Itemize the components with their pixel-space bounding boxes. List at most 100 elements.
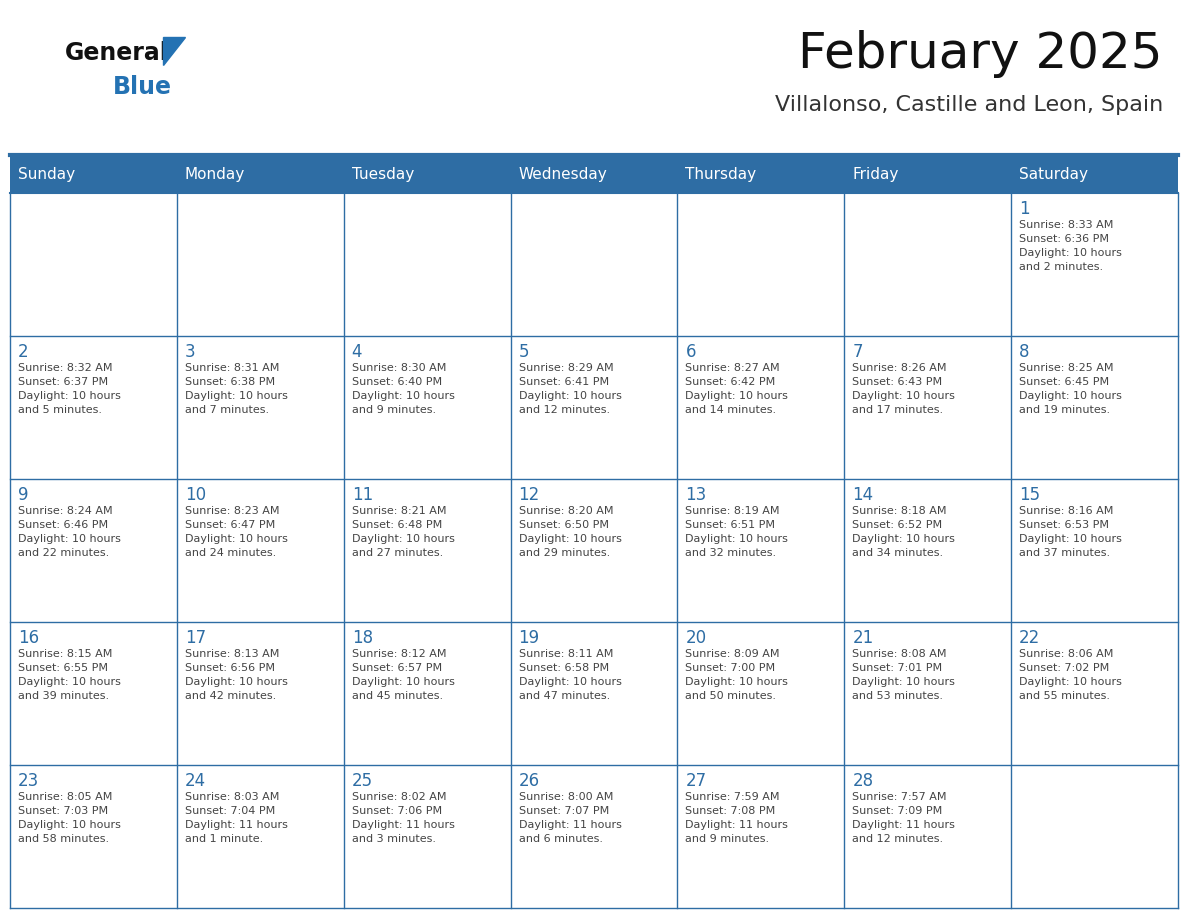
Text: Sunset: 6:42 PM: Sunset: 6:42 PM	[685, 377, 776, 387]
Text: 17: 17	[185, 629, 206, 647]
Text: and 6 minutes.: and 6 minutes.	[519, 834, 602, 844]
Text: Daylight: 10 hours: Daylight: 10 hours	[185, 391, 287, 401]
Text: Daylight: 11 hours: Daylight: 11 hours	[852, 820, 955, 830]
Bar	[10, 155, 1178, 193]
Text: Daylight: 10 hours: Daylight: 10 hours	[352, 677, 455, 687]
Text: Daylight: 11 hours: Daylight: 11 hours	[352, 820, 455, 830]
Text: and 24 minutes.: and 24 minutes.	[185, 548, 276, 558]
Text: 14: 14	[852, 486, 873, 504]
Text: Sunset: 6:47 PM: Sunset: 6:47 PM	[185, 520, 276, 530]
Text: Villalonso, Castille and Leon, Spain: Villalonso, Castille and Leon, Spain	[775, 95, 1163, 115]
Bar	[177, 193, 343, 336]
Text: 28: 28	[852, 772, 873, 790]
Text: and 22 minutes.: and 22 minutes.	[18, 548, 109, 558]
Polygon shape	[163, 37, 185, 65]
Text: Daylight: 10 hours: Daylight: 10 hours	[519, 677, 621, 687]
Text: and 12 minutes.: and 12 minutes.	[852, 834, 943, 844]
Text: and 3 minutes.: and 3 minutes.	[352, 834, 436, 844]
Bar	[511, 193, 677, 336]
Text: Sunset: 7:02 PM: Sunset: 7:02 PM	[1019, 663, 1110, 673]
Bar	[10, 622, 177, 765]
Text: Daylight: 10 hours: Daylight: 10 hours	[18, 391, 121, 401]
Text: Sunrise: 8:15 AM: Sunrise: 8:15 AM	[18, 649, 113, 659]
Text: Daylight: 10 hours: Daylight: 10 hours	[1019, 391, 1121, 401]
Text: Sunrise: 8:16 AM: Sunrise: 8:16 AM	[1019, 506, 1113, 516]
Bar	[845, 336, 1011, 479]
Text: Sunrise: 8:27 AM: Sunrise: 8:27 AM	[685, 363, 781, 373]
Text: Sunrise: 8:11 AM: Sunrise: 8:11 AM	[519, 649, 613, 659]
Text: February 2025: February 2025	[798, 30, 1163, 78]
Text: 26: 26	[519, 772, 539, 790]
Text: Daylight: 11 hours: Daylight: 11 hours	[185, 820, 287, 830]
Text: Sunrise: 8:06 AM: Sunrise: 8:06 AM	[1019, 649, 1113, 659]
Bar	[10, 336, 177, 479]
Bar	[511, 765, 677, 908]
Bar	[343, 193, 511, 336]
Text: Daylight: 10 hours: Daylight: 10 hours	[18, 820, 121, 830]
Text: Saturday: Saturday	[1019, 166, 1088, 182]
Bar	[845, 765, 1011, 908]
Bar	[511, 336, 677, 479]
Text: Daylight: 10 hours: Daylight: 10 hours	[685, 677, 789, 687]
Text: 11: 11	[352, 486, 373, 504]
Text: Sunrise: 8:33 AM: Sunrise: 8:33 AM	[1019, 220, 1113, 230]
Text: Sunset: 6:55 PM: Sunset: 6:55 PM	[18, 663, 108, 673]
Text: 15: 15	[1019, 486, 1041, 504]
Text: and 5 minutes.: and 5 minutes.	[18, 405, 102, 415]
Text: Sunset: 6:51 PM: Sunset: 6:51 PM	[685, 520, 776, 530]
Text: Sunset: 6:58 PM: Sunset: 6:58 PM	[519, 663, 608, 673]
Bar	[343, 479, 511, 622]
Bar	[177, 765, 343, 908]
Text: Sunset: 6:37 PM: Sunset: 6:37 PM	[18, 377, 108, 387]
Text: Sunrise: 8:02 AM: Sunrise: 8:02 AM	[352, 792, 447, 802]
Text: Tuesday: Tuesday	[352, 166, 413, 182]
Text: and 53 minutes.: and 53 minutes.	[852, 691, 943, 701]
Text: Daylight: 10 hours: Daylight: 10 hours	[352, 391, 455, 401]
Text: Daylight: 10 hours: Daylight: 10 hours	[185, 534, 287, 544]
Text: and 29 minutes.: and 29 minutes.	[519, 548, 609, 558]
Text: 1: 1	[1019, 200, 1030, 218]
Bar	[177, 479, 343, 622]
Text: and 17 minutes.: and 17 minutes.	[852, 405, 943, 415]
Bar	[845, 479, 1011, 622]
Text: Sunrise: 8:00 AM: Sunrise: 8:00 AM	[519, 792, 613, 802]
Text: Daylight: 10 hours: Daylight: 10 hours	[852, 534, 955, 544]
Text: Sunrise: 8:20 AM: Sunrise: 8:20 AM	[519, 506, 613, 516]
Text: Sunset: 7:09 PM: Sunset: 7:09 PM	[852, 806, 942, 816]
Text: Sunset: 7:07 PM: Sunset: 7:07 PM	[519, 806, 608, 816]
Bar	[677, 479, 845, 622]
Text: 8: 8	[1019, 343, 1030, 361]
Text: Sunrise: 8:13 AM: Sunrise: 8:13 AM	[185, 649, 279, 659]
Bar	[343, 622, 511, 765]
Text: and 14 minutes.: and 14 minutes.	[685, 405, 777, 415]
Bar	[10, 193, 177, 336]
Text: Sunset: 6:52 PM: Sunset: 6:52 PM	[852, 520, 942, 530]
Text: and 1 minute.: and 1 minute.	[185, 834, 263, 844]
Text: 4: 4	[352, 343, 362, 361]
Text: and 9 minutes.: and 9 minutes.	[352, 405, 436, 415]
Bar	[677, 193, 845, 336]
Text: and 7 minutes.: and 7 minutes.	[185, 405, 268, 415]
Bar	[511, 479, 677, 622]
Text: and 2 minutes.: and 2 minutes.	[1019, 262, 1104, 272]
Text: and 34 minutes.: and 34 minutes.	[852, 548, 943, 558]
Bar	[845, 622, 1011, 765]
Text: Sunrise: 8:21 AM: Sunrise: 8:21 AM	[352, 506, 447, 516]
Text: 27: 27	[685, 772, 707, 790]
Text: Sunrise: 8:19 AM: Sunrise: 8:19 AM	[685, 506, 781, 516]
Text: Daylight: 10 hours: Daylight: 10 hours	[685, 534, 789, 544]
Text: Daylight: 10 hours: Daylight: 10 hours	[1019, 248, 1121, 258]
Text: 9: 9	[18, 486, 29, 504]
Text: 25: 25	[352, 772, 373, 790]
Text: Sunrise: 8:12 AM: Sunrise: 8:12 AM	[352, 649, 447, 659]
Bar	[343, 765, 511, 908]
Text: Sunrise: 7:59 AM: Sunrise: 7:59 AM	[685, 792, 781, 802]
Text: 20: 20	[685, 629, 707, 647]
Text: and 19 minutes.: and 19 minutes.	[1019, 405, 1111, 415]
Text: 18: 18	[352, 629, 373, 647]
Bar	[1011, 193, 1178, 336]
Text: Sunset: 6:57 PM: Sunset: 6:57 PM	[352, 663, 442, 673]
Text: and 32 minutes.: and 32 minutes.	[685, 548, 777, 558]
Text: Sunset: 6:41 PM: Sunset: 6:41 PM	[519, 377, 608, 387]
Text: Sunset: 6:50 PM: Sunset: 6:50 PM	[519, 520, 608, 530]
